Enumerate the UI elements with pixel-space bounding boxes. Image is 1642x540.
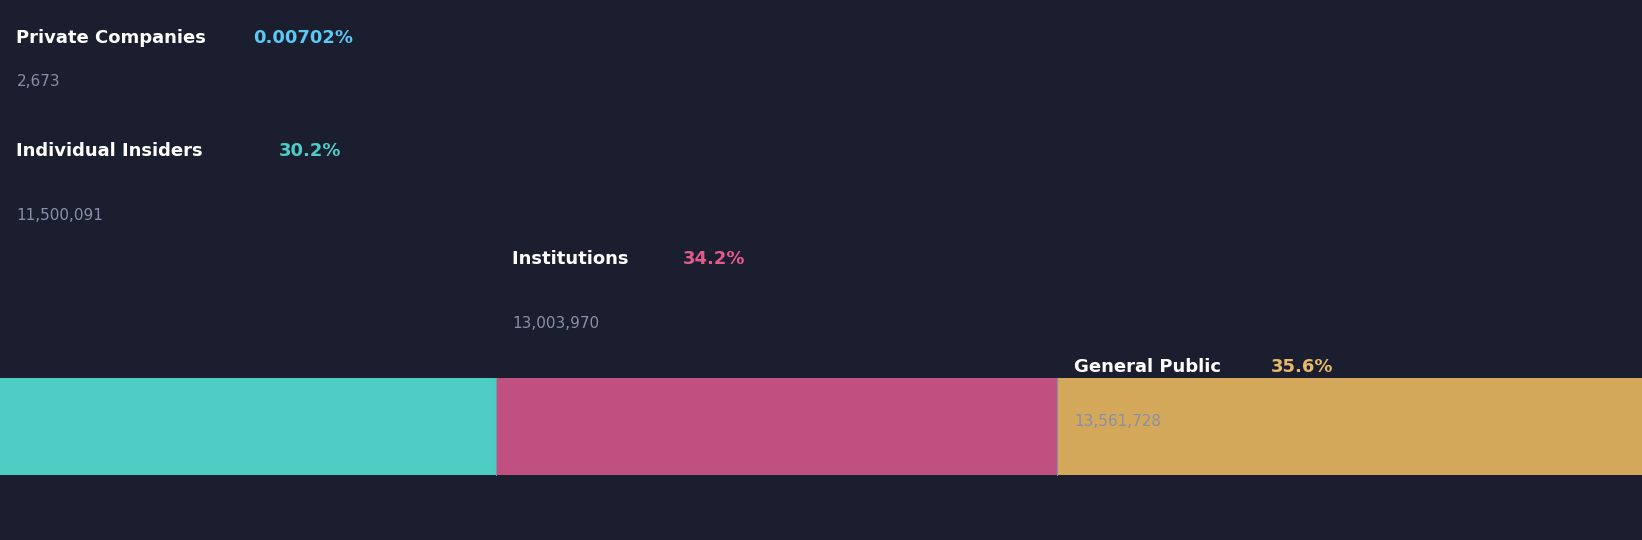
FancyBboxPatch shape bbox=[0, 378, 496, 475]
Text: Institutions: Institutions bbox=[512, 250, 635, 268]
FancyBboxPatch shape bbox=[496, 378, 1057, 475]
Text: Individual Insiders: Individual Insiders bbox=[16, 142, 209, 160]
Text: 13,003,970: 13,003,970 bbox=[512, 316, 599, 332]
Text: General Public: General Public bbox=[1074, 358, 1227, 376]
Text: 2,673: 2,673 bbox=[16, 73, 61, 89]
Text: 11,500,091: 11,500,091 bbox=[16, 208, 103, 224]
Text: Private Companies: Private Companies bbox=[16, 29, 212, 47]
Text: 30.2%: 30.2% bbox=[279, 142, 342, 160]
Text: 0.00702%: 0.00702% bbox=[253, 29, 353, 47]
Text: 13,561,728: 13,561,728 bbox=[1074, 414, 1161, 429]
FancyBboxPatch shape bbox=[1057, 378, 1642, 475]
Text: 35.6%: 35.6% bbox=[1271, 358, 1333, 376]
Text: 34.2%: 34.2% bbox=[683, 250, 745, 268]
